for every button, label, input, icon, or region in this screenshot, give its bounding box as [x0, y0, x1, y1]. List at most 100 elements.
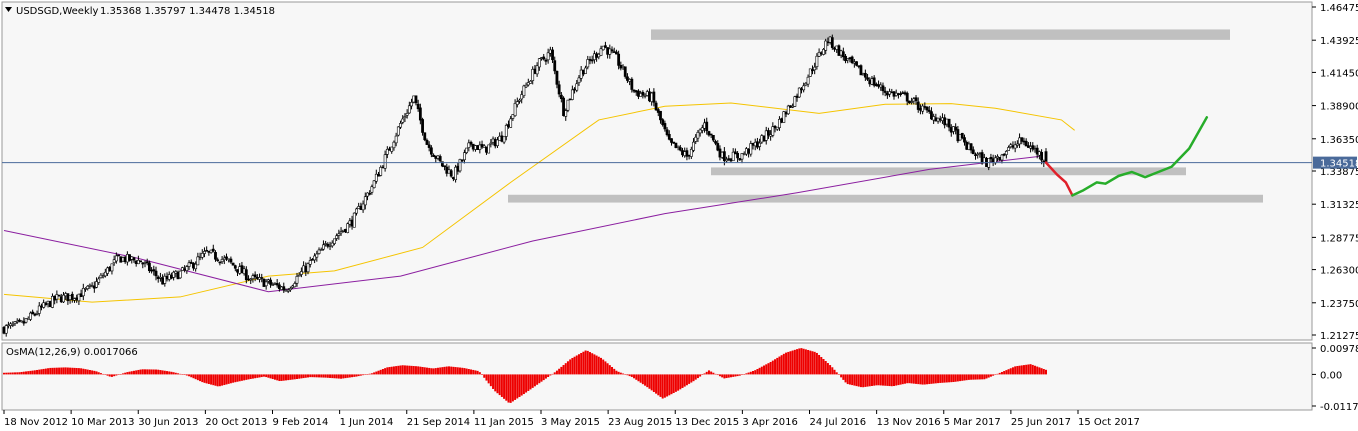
- osma-bar: [205, 374, 208, 384]
- osma-bar: [199, 374, 202, 382]
- candle-body: [960, 132, 964, 139]
- candle-body: [324, 243, 328, 245]
- candle-body: [114, 255, 118, 262]
- candle: [775, 126, 779, 131]
- candle-body: [299, 271, 303, 275]
- osma-bar: [864, 374, 867, 387]
- candle: [513, 99, 517, 117]
- osma-bar: [518, 374, 521, 397]
- triangle-down-icon[interactable]: [5, 7, 12, 12]
- candle-body: [513, 103, 517, 117]
- candle-body: [623, 66, 627, 77]
- osma-bar: [769, 361, 772, 375]
- candle-body: [81, 288, 85, 297]
- osma-bar: [256, 374, 259, 378]
- candle: [487, 144, 491, 154]
- candle-body: [650, 92, 654, 102]
- osma-bar: [40, 369, 43, 375]
- time-tick-label: 24 Jul 2016: [810, 417, 867, 428]
- candle-body: [500, 135, 504, 142]
- osma-bar: [14, 372, 17, 375]
- candle-body: [822, 49, 825, 55]
- candle: [427, 141, 431, 152]
- osma-bar: [379, 369, 382, 375]
- osma-bar: [1042, 369, 1045, 375]
- candle: [443, 165, 446, 171]
- candle: [139, 260, 142, 263]
- osma-bar: [910, 374, 913, 384]
- candle-body: [1007, 147, 1010, 151]
- osma-bar: [322, 374, 325, 378]
- osma-bar: [765, 364, 768, 375]
- candle-body: [57, 294, 61, 297]
- candle-body: [381, 166, 385, 169]
- candle: [222, 255, 226, 265]
- moving-averages: [3, 102, 1075, 303]
- candle-body: [626, 76, 629, 81]
- osma-bar: [738, 374, 741, 376]
- time-axis[interactable]: 18 Nov 2012 10 Mar 2013 30 Jun 2013 20 Oct …: [3, 410, 1140, 428]
- osma-bar: [155, 369, 158, 375]
- osma-bar: [551, 373, 554, 375]
- candle-body: [1022, 140, 1026, 143]
- price-axis[interactable]: 1.46475 1.43925 1.41450 1.38900 1.36350 1.338…: [1312, 3, 1358, 342]
- osma-bar: [818, 354, 821, 375]
- osma-bar: [212, 374, 215, 386]
- candle: [958, 133, 962, 141]
- candle-body: [899, 93, 903, 95]
- candle: [200, 249, 204, 260]
- candle-body: [73, 298, 76, 301]
- osma-bar: [641, 374, 644, 385]
- candle-body: [813, 66, 817, 71]
- candle-body: [866, 77, 869, 80]
- candle-body: [1029, 146, 1032, 149]
- candle-body: [645, 91, 649, 96]
- candle-body: [991, 158, 995, 163]
- osma-bar: [238, 374, 241, 382]
- osma-bar: [606, 363, 609, 375]
- osma-bar: [630, 374, 633, 377]
- candle-body: [9, 323, 13, 326]
- candle: [883, 86, 887, 97]
- candle-body: [780, 118, 784, 123]
- candle: [339, 227, 343, 236]
- candle: [489, 139, 493, 148]
- osma-bar: [432, 368, 435, 375]
- candle-body: [778, 119, 781, 128]
- candle-body: [936, 117, 940, 122]
- osma-bar: [659, 374, 662, 397]
- candle-body: [262, 278, 266, 287]
- candle-body: [498, 135, 502, 141]
- osma-bar: [873, 374, 876, 386]
- osma-bar: [767, 363, 770, 375]
- osma-bar: [454, 367, 457, 375]
- candle: [48, 300, 52, 308]
- candle: [711, 134, 715, 143]
- candle: [694, 134, 698, 145]
- candle: [692, 138, 695, 153]
- candle-body: [938, 118, 942, 121]
- osma-bar: [452, 366, 455, 375]
- candle: [786, 104, 790, 115]
- candle: [811, 65, 814, 75]
- candle: [18, 318, 21, 323]
- osma-bar: [908, 374, 911, 384]
- candle-body: [18, 319, 21, 322]
- osma-bar: [533, 374, 536, 387]
- candle-body: [302, 265, 306, 273]
- candle-body: [7, 324, 10, 327]
- osma-bar: [699, 374, 702, 377]
- candle-body: [1037, 151, 1041, 156]
- candle: [214, 250, 217, 262]
- candle: [623, 66, 627, 79]
- osma-bar: [77, 368, 80, 375]
- candle-body: [20, 320, 24, 323]
- osma-bar: [890, 374, 893, 387]
- osma-bar: [135, 370, 138, 375]
- candle: [985, 156, 988, 167]
- osma-bar: [692, 374, 695, 382]
- osma-bar: [848, 374, 851, 385]
- candle-body: [685, 150, 689, 157]
- osma-bar: [207, 374, 210, 385]
